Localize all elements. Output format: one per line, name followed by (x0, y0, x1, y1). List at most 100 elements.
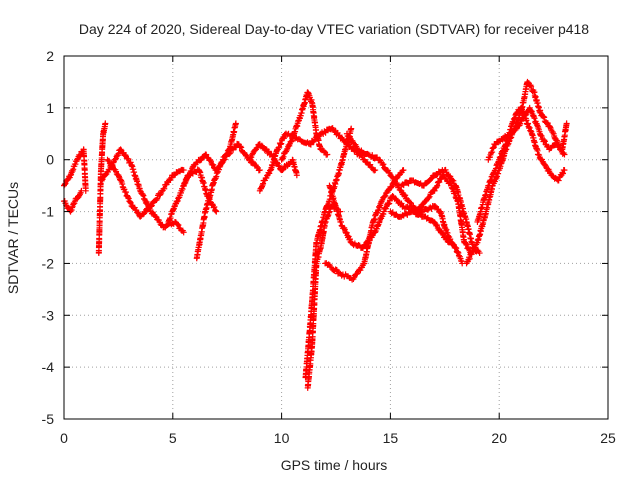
data-point-run (525, 80, 537, 95)
data-point-run (304, 344, 315, 389)
data-point-run (80, 146, 89, 192)
x-tick-label: 10 (274, 430, 290, 446)
data-point (213, 208, 220, 215)
data-point-run (474, 210, 489, 244)
series-track-p (326, 171, 474, 257)
series-track-n (302, 125, 355, 381)
x-tick-label: 5 (169, 430, 177, 446)
data-point (561, 151, 568, 158)
data-point-run (202, 179, 217, 213)
data-point-run (474, 184, 491, 224)
data-point-run (399, 189, 415, 209)
series-track-a (61, 146, 89, 194)
data-point (372, 167, 379, 174)
data-point (74, 156, 81, 163)
data-point-run (547, 142, 558, 152)
data-point-run (192, 152, 208, 168)
plot-frame (63, 55, 609, 420)
data-point-run (98, 131, 107, 172)
data-point-run (544, 120, 556, 136)
y-tick-label: 2 (46, 48, 54, 64)
data-point-run (313, 209, 328, 246)
data-point (256, 167, 263, 174)
data-point-run (485, 158, 502, 189)
series-track-v (485, 104, 570, 163)
data-point-run (225, 140, 241, 158)
data-point-run (549, 172, 560, 183)
data-point-run (437, 209, 448, 229)
y-tick-label: 1 (46, 100, 54, 116)
data-point (561, 167, 568, 174)
y-axis-label: SDTVAR / TECUs (5, 182, 21, 294)
data-point-run (536, 152, 548, 168)
data-point-run (127, 198, 143, 219)
data-point-run (309, 100, 320, 137)
data-point-run (148, 189, 165, 209)
data-point-run (485, 141, 498, 161)
x-tick-label: 15 (383, 430, 399, 446)
data-point-run (359, 229, 378, 251)
data-point-run (464, 239, 480, 265)
data-point-run (379, 179, 398, 203)
x-axis-label: GPS time / hours (281, 457, 388, 473)
data-point-run (377, 157, 393, 177)
y-tick-label: -3 (42, 307, 55, 323)
data-point (232, 120, 239, 127)
data-point-run (431, 219, 448, 241)
chart-title: Day 224 of 2020, Sidereal Day-to-day VTE… (79, 21, 589, 37)
data-point-run (268, 147, 280, 173)
data-points (61, 78, 570, 391)
data-point-run (289, 157, 300, 176)
data-point-run (442, 166, 458, 189)
data-point (293, 172, 300, 179)
data-point-run (370, 199, 385, 224)
data-point-run (344, 133, 360, 152)
data-point (148, 203, 155, 210)
series-track-k (278, 89, 331, 163)
data-point-run (527, 106, 539, 126)
data-point-run (138, 202, 154, 220)
data-point (78, 187, 85, 194)
data-point-run (531, 89, 544, 115)
data-point-run (338, 271, 356, 283)
data-point-run (105, 157, 121, 178)
data-point-run (508, 126, 519, 137)
y-tick-label: -2 (42, 255, 55, 271)
data-point-run (442, 235, 458, 250)
data-point (378, 198, 385, 205)
x-tick-label: 25 (600, 430, 616, 446)
data-point-run (307, 132, 323, 148)
data-point-run (128, 162, 143, 192)
data-point (348, 125, 355, 132)
data-point-run (118, 147, 134, 166)
data-point-run (68, 158, 80, 178)
data-point-run (529, 131, 541, 158)
data-point-run (165, 198, 180, 224)
series-track-j (256, 130, 289, 194)
data-point-run (326, 183, 343, 223)
y-tick-label: -4 (42, 359, 55, 375)
data-point-run (95, 210, 103, 256)
data-point (117, 146, 124, 153)
data-point-run (308, 239, 320, 318)
series-track-g (193, 120, 239, 262)
data-point-run (442, 225, 454, 245)
data-point-run (533, 120, 546, 143)
data-point (180, 229, 187, 236)
data-point-run (61, 173, 73, 188)
data-point-run (337, 219, 354, 245)
series-track-h (180, 140, 263, 189)
data-point-run (492, 137, 504, 148)
x-tick-label: 0 (60, 430, 68, 446)
data-point-run (421, 213, 436, 224)
data-point (563, 120, 570, 127)
data-point (180, 167, 187, 174)
y-tick-label: 0 (46, 152, 54, 168)
data-point-run (453, 245, 465, 265)
data-point-run (431, 174, 445, 194)
data-point-run (279, 158, 295, 174)
series-track-o (322, 167, 407, 283)
data-point-run (496, 142, 509, 162)
